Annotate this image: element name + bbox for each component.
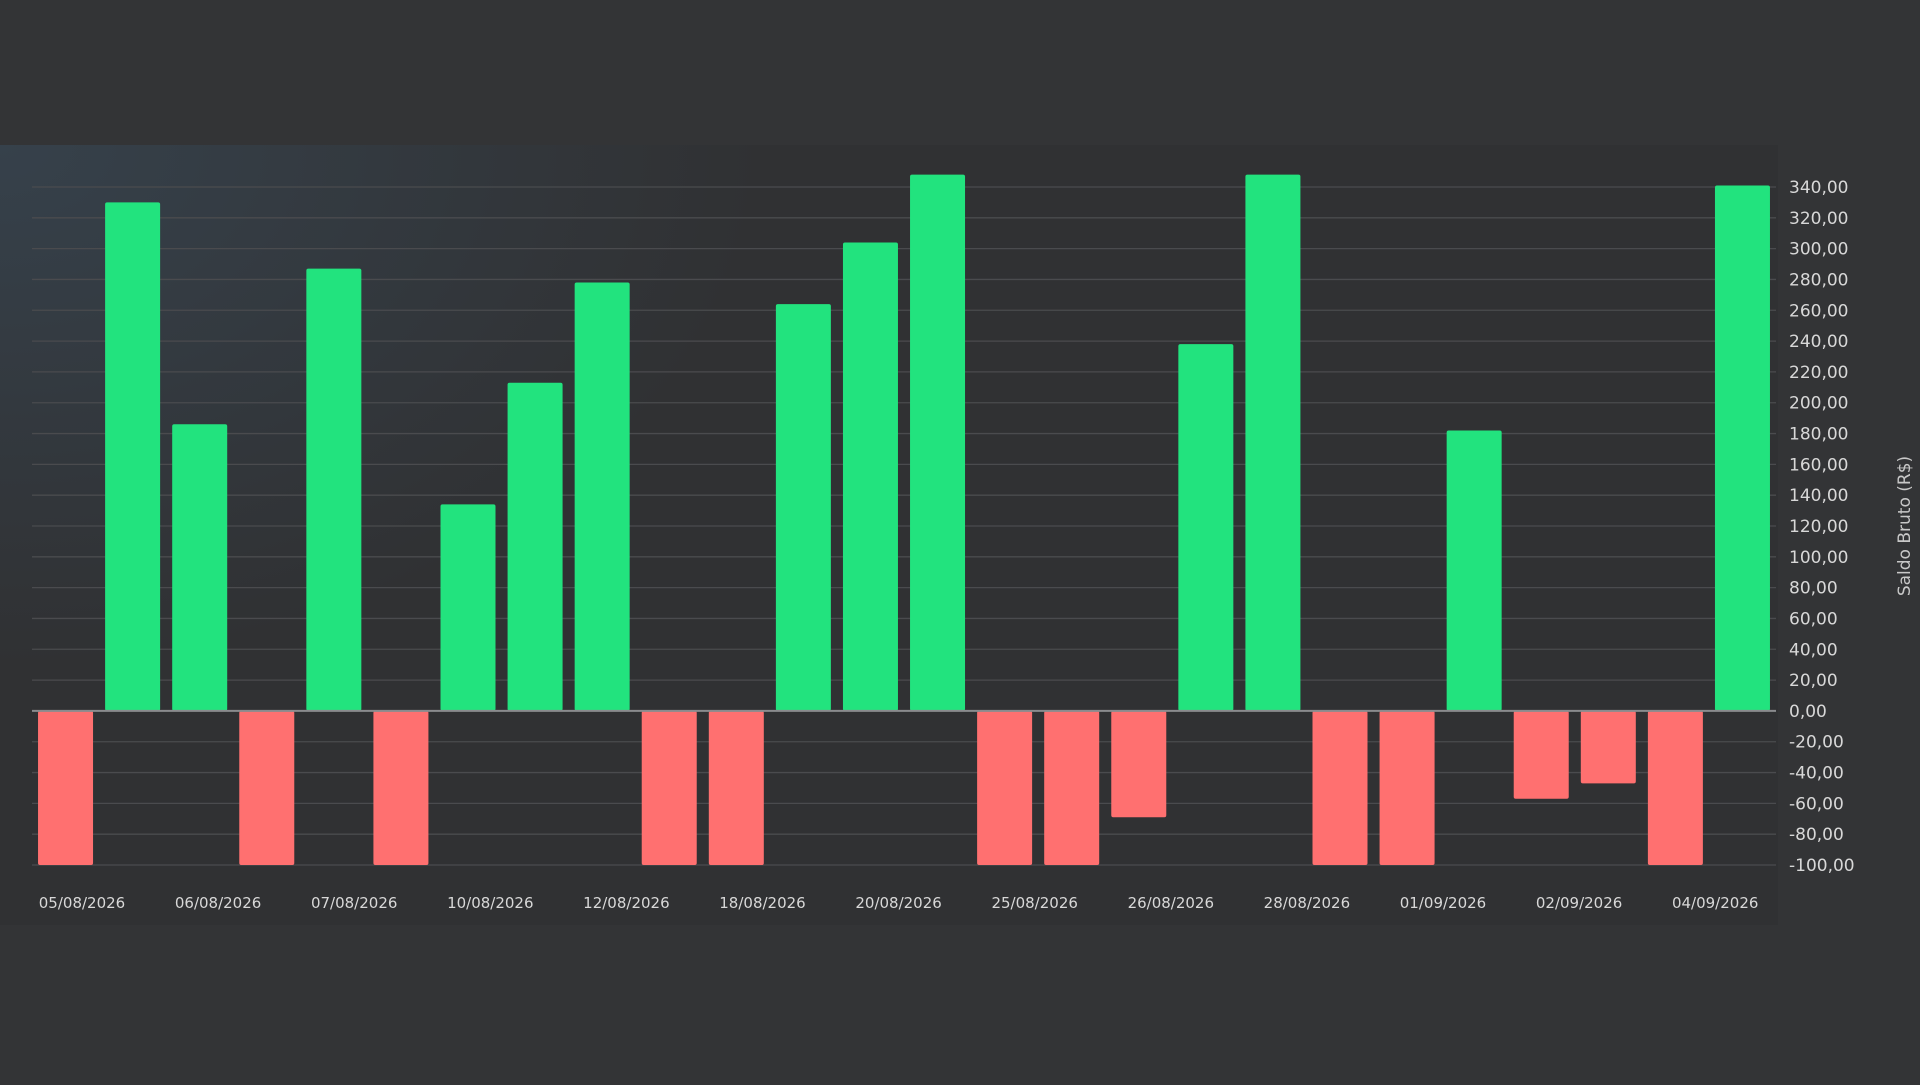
y-tick-label: 140,00: [1789, 486, 1848, 506]
bar[interactable]: [373, 710, 429, 865]
y-tick-label: 160,00: [1789, 455, 1848, 475]
bar[interactable]: [38, 710, 94, 865]
x-tick-label: 10/08/2026: [447, 894, 533, 912]
y-tick-label: 60,00: [1789, 609, 1838, 629]
y-tick-label: 240,00: [1789, 332, 1848, 352]
bar[interactable]: [775, 304, 831, 711]
bar[interactable]: [507, 382, 563, 711]
y-tick-label: 260,00: [1789, 301, 1848, 321]
y-tick-label: 20,00: [1789, 671, 1838, 691]
bar[interactable]: [1513, 710, 1569, 799]
x-tick-label: 07/08/2026: [311, 894, 397, 912]
x-axis-ticks: 05/08/2026 06/08/2026 07/08/2026 10/08/2026…: [39, 894, 1759, 912]
y-tick-label: -60,00: [1789, 794, 1844, 814]
bar[interactable]: [842, 242, 898, 711]
bar[interactable]: [306, 268, 362, 711]
x-tick-label: 01/09/2026: [1400, 894, 1486, 912]
bar[interactable]: [1312, 710, 1368, 865]
x-tick-label: 06/08/2026: [175, 894, 261, 912]
bar[interactable]: [440, 504, 496, 711]
x-tick-label: 25/08/2026: [991, 894, 1077, 912]
x-tick-label: 28/08/2026: [1264, 894, 1350, 912]
y-tick-label: 40,00: [1789, 640, 1838, 660]
bar[interactable]: [172, 424, 228, 711]
bar[interactable]: [1044, 710, 1100, 865]
y-tick-label: 220,00: [1789, 363, 1848, 383]
bar[interactable]: [574, 282, 630, 711]
x-tick-label: 12/08/2026: [583, 894, 669, 912]
y-tick-label: 200,00: [1789, 394, 1848, 414]
y-tick-label: 180,00: [1789, 425, 1848, 445]
bar[interactable]: [1245, 174, 1301, 711]
bar[interactable]: [1178, 344, 1234, 711]
y-tick-label: 80,00: [1789, 579, 1838, 599]
bar[interactable]: [105, 202, 161, 711]
y-tick-label: 0,00: [1789, 702, 1827, 722]
y-tick-label: -20,00: [1789, 733, 1844, 753]
bar[interactable]: [977, 710, 1033, 865]
y-axis-title: Saldo Bruto (R$): [1895, 456, 1915, 596]
y-tick-label: 340,00: [1789, 178, 1848, 198]
bar[interactable]: [1446, 430, 1502, 711]
x-tick-label: 20/08/2026: [855, 894, 941, 912]
bar[interactable]: [1714, 185, 1770, 711]
bar[interactable]: [1111, 710, 1167, 818]
bar[interactable]: [1580, 710, 1636, 784]
y-tick-label: 100,00: [1789, 548, 1848, 568]
bar[interactable]: [910, 174, 966, 711]
bars: [38, 174, 1770, 865]
x-tick-label: 05/08/2026: [39, 894, 125, 912]
y-tick-label: 120,00: [1789, 517, 1848, 537]
y-tick-label: 320,00: [1789, 209, 1848, 229]
x-tick-label: 26/08/2026: [1128, 894, 1214, 912]
bar[interactable]: [641, 710, 697, 865]
y-axis-ticks: -100,00 -80,00 -60,00 -40,00 -20,00 0,00 20,00…: [1789, 178, 1855, 876]
bar[interactable]: [239, 710, 295, 865]
bar[interactable]: [708, 710, 764, 865]
y-tick-label: 300,00: [1789, 240, 1848, 260]
bar[interactable]: [1647, 710, 1703, 865]
x-tick-label: 18/08/2026: [719, 894, 805, 912]
x-tick-label: 02/09/2026: [1536, 894, 1622, 912]
x-tick-label: 04/09/2026: [1672, 894, 1758, 912]
bar[interactable]: [1379, 710, 1435, 865]
y-tick-label: -40,00: [1789, 764, 1844, 784]
y-tick-label: -80,00: [1789, 825, 1844, 845]
y-tick-label: 280,00: [1789, 270, 1848, 290]
y-tick-label: -100,00: [1789, 856, 1855, 876]
